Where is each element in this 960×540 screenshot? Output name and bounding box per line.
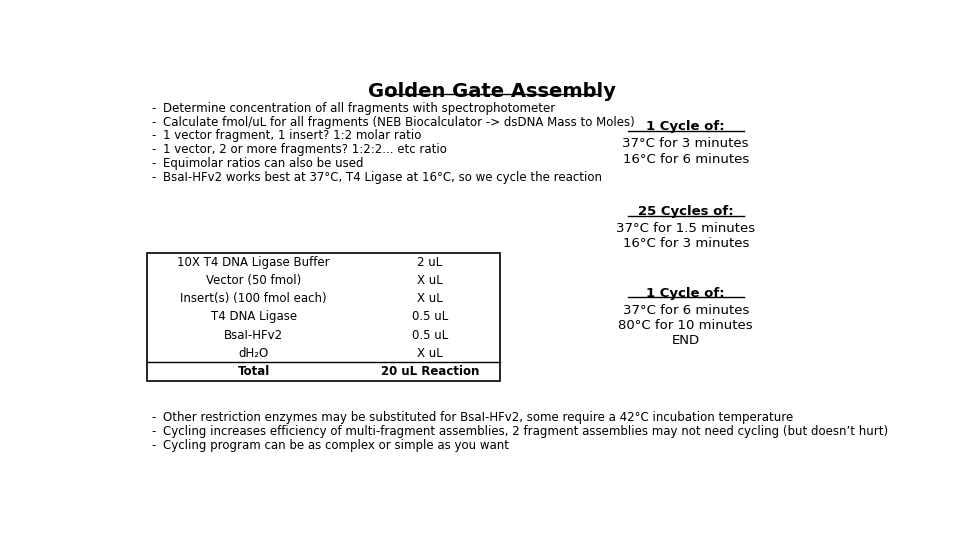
Text: Cycling program can be as complex or simple as you want: Cycling program can be as complex or sim… — [162, 439, 509, 452]
Text: T4 DNA Ligase: T4 DNA Ligase — [210, 310, 297, 323]
Text: -: - — [151, 102, 156, 115]
Text: Cycling increases efficiency of multi-fragment assemblies, 2 fragment assemblies: Cycling increases efficiency of multi-fr… — [162, 425, 888, 438]
Text: 80°C for 10 minutes: 80°C for 10 minutes — [618, 319, 753, 332]
Text: Determine concentration of all fragments with spectrophotometer: Determine concentration of all fragments… — [162, 102, 555, 115]
Text: dH₂O: dH₂O — [239, 347, 269, 360]
Text: Golden Gate Assembly: Golden Gate Assembly — [368, 82, 616, 101]
Text: X uL: X uL — [418, 292, 443, 305]
Text: 16°C for 3 minutes: 16°C for 3 minutes — [623, 237, 749, 250]
Text: 25 Cycles of:: 25 Cycles of: — [638, 205, 733, 218]
Text: Other restriction enzymes may be substituted for BsaI-HFv2, some require a 42°C : Other restriction enzymes may be substit… — [162, 411, 793, 424]
Text: Vector (50 fmol): Vector (50 fmol) — [206, 274, 301, 287]
Text: -: - — [151, 143, 156, 157]
Text: 37°C for 6 minutes: 37°C for 6 minutes — [623, 303, 749, 316]
Text: -: - — [151, 157, 156, 170]
Text: Insert(s) (100 fmol each): Insert(s) (100 fmol each) — [180, 292, 327, 305]
Text: 0.5 uL: 0.5 uL — [412, 310, 448, 323]
Text: -: - — [151, 425, 156, 438]
Text: -: - — [151, 439, 156, 452]
Text: 37°C for 1.5 minutes: 37°C for 1.5 minutes — [616, 222, 756, 235]
Text: 2 uL: 2 uL — [418, 256, 443, 269]
Text: -: - — [151, 411, 156, 424]
Text: 10X T4 DNA Ligase Buffer: 10X T4 DNA Ligase Buffer — [178, 256, 330, 269]
Text: 1 vector fragment, 1 insert? 1:2 molar ratio: 1 vector fragment, 1 insert? 1:2 molar r… — [162, 130, 421, 143]
Text: END: END — [672, 334, 700, 347]
Text: 20 uL Reaction: 20 uL Reaction — [381, 365, 479, 378]
FancyBboxPatch shape — [147, 253, 500, 381]
Text: X uL: X uL — [418, 347, 443, 360]
Text: 1 Cycle of:: 1 Cycle of: — [646, 120, 725, 133]
Text: Calculate fmol/uL for all fragments (NEB Biocalculator -> dsDNA Mass to Moles): Calculate fmol/uL for all fragments (NEB… — [162, 116, 635, 129]
Text: BsaI-HFv2 works best at 37°C, T4 Ligase at 16°C, so we cycle the reaction: BsaI-HFv2 works best at 37°C, T4 Ligase … — [162, 171, 602, 184]
Text: 0.5 uL: 0.5 uL — [412, 329, 448, 342]
Text: -: - — [151, 116, 156, 129]
Text: BsaI-HFv2: BsaI-HFv2 — [224, 329, 283, 342]
Text: Total: Total — [237, 365, 270, 378]
Text: 37°C for 3 minutes: 37°C for 3 minutes — [622, 137, 749, 150]
Text: -: - — [151, 130, 156, 143]
Text: 1 vector, 2 or more fragments? 1:2:2... etc ratio: 1 vector, 2 or more fragments? 1:2:2... … — [162, 143, 446, 157]
Text: X uL: X uL — [418, 274, 443, 287]
Text: 1 Cycle of:: 1 Cycle of: — [646, 287, 725, 300]
Text: -: - — [151, 171, 156, 184]
Text: 16°C for 6 minutes: 16°C for 6 minutes — [623, 153, 749, 166]
Text: Equimolar ratios can also be used: Equimolar ratios can also be used — [162, 157, 363, 170]
